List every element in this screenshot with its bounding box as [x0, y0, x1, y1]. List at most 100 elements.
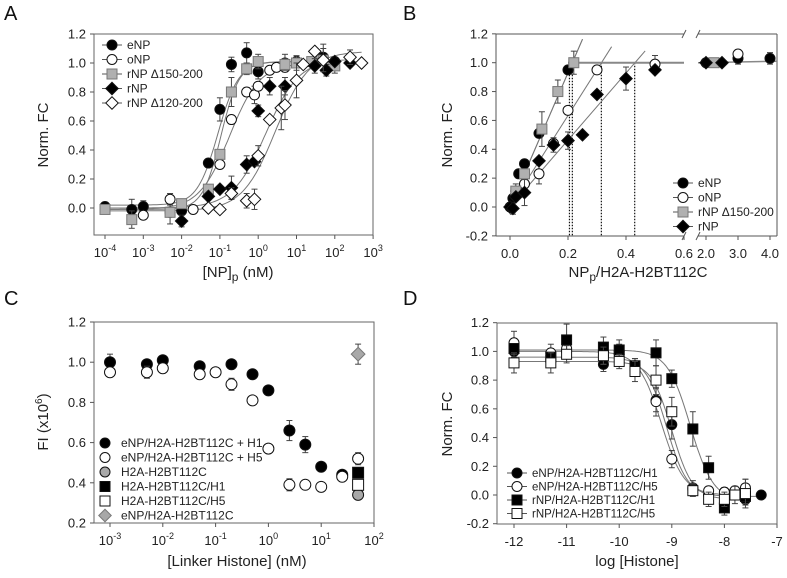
panel-a-data-point [327, 54, 342, 69]
panel-c-plot-frame [93, 321, 375, 524]
panel-a-data-point [289, 73, 304, 88]
panel-a-data-point [174, 214, 189, 229]
panel-a-data-point [224, 186, 239, 201]
panel-a-data-point [316, 53, 331, 68]
panel-a-data-point [214, 148, 226, 160]
panel-c-legend-item-enp-h2a-h2bt112c: eNP/H2A-H2BT112C [98, 509, 234, 523]
panel-b-data-point [764, 52, 776, 64]
panel-d-legend-label: eNP/H2A-H2BT112C/H1 [532, 468, 658, 480]
panel-b-data-point [552, 86, 564, 98]
legend-marker-square-icon [106, 68, 118, 80]
panel-a-series-rnp-120-200 [201, 44, 369, 217]
panel-d-y-tick-label: 0.0 [471, 488, 489, 503]
panel-c-data-point [352, 452, 365, 465]
panel-d-data-point [508, 343, 520, 355]
panel-d-x-tick-label: -8 [719, 534, 731, 549]
panel-b-data-point [699, 55, 713, 70]
panel-d-legend-label: rNP/H2A-H2BT112C/H1 [532, 495, 655, 507]
panel-c-data-point [104, 356, 116, 369]
panel-c-x-tick-label: 10-3 [99, 531, 121, 548]
panel-a-data-point [251, 103, 266, 118]
panel-d-legend-item-rnp-h2a-h2bt112c-h5: rNP/H2A-H2BT112C/H5 [507, 508, 655, 521]
panel-b-legend-label: rNP [698, 220, 719, 234]
panel-c-series-h2a-h2bt112c-h1 [352, 466, 365, 479]
panel-c-legend-label: H2A-H2BT112C/H1 [121, 480, 226, 494]
legend-marker-circle-icon [106, 39, 118, 51]
panel-b-data-point [619, 71, 633, 86]
panel-d-data-point [729, 489, 741, 501]
panel-d-chart: -0.2 0.0 0.2 0.4 0.6 0.8 1.0 1.2 -12 -11 -10 -9 -8 -7… [467, 315, 783, 549]
panel-a-legend-label: rNP Δ150-200 [127, 67, 203, 81]
panel-a-data-point [354, 56, 369, 70]
panel-b-chart: -0.2 0.0 0.2 0.4 0.6 0.8 1.0 1.2 0.0 0.2 0.4 0.6 2.0… [466, 26, 779, 261]
panel-c-chart: 0.2 0.4 0.6 0.8 1.0 1.2 10-3 10-2 10-1 100 101 102 e… [68, 315, 384, 549]
panel-b-data-point [590, 87, 604, 102]
panel-a-data-point [343, 50, 357, 65]
panel-a-data-point [201, 201, 216, 215]
panel-c-data-point [262, 384, 275, 397]
panel-d-x-tick-label: -12 [505, 534, 524, 549]
legend-marker-square-icon [511, 508, 523, 519]
panel-letter-c: C [4, 288, 18, 310]
panel-c-data-point [246, 394, 259, 407]
panel-d-data-point [561, 348, 573, 360]
panel-a-chart: 0.0 0.2 0.4 0.6 0.8 1.0 1.2 10-4 10-3 10-2 10-1 100… [68, 27, 383, 261]
panel-c-data-point [209, 366, 222, 379]
legend-marker-circle-icon [511, 481, 523, 492]
panel-d-y-tick-label: 0.4 [471, 430, 489, 445]
panel-c-data-point [156, 362, 169, 375]
panel-a-data-point [307, 58, 322, 73]
panel-c-data-point [315, 480, 328, 493]
panel-c-y-tick-label: 0.4 [68, 475, 86, 490]
panel-a-data-point [187, 203, 199, 215]
panel-a-data-point [279, 58, 291, 70]
panel-b-legend-item-onp: oNP [673, 191, 721, 205]
panel-d-y-tick-label: 0.2 [471, 459, 489, 474]
panel-a-data-point [225, 86, 237, 98]
panel-letter-b: B [403, 3, 416, 25]
panel-c-data-point [352, 488, 365, 501]
panel-a-data-point [212, 202, 227, 217]
panel-a-data-point [252, 80, 264, 92]
panel-b-y-tick-label: -0.2 [466, 228, 488, 243]
panel-c-data-point [352, 478, 365, 491]
panel-c-x-tick-label: 100 [259, 531, 278, 548]
panel-d-data-point [561, 334, 573, 346]
panel-d-x-axis-title: log [Histone] [595, 553, 678, 570]
panel-b-y-tick-label: 0.8 [470, 84, 488, 99]
legend-marker-circle-icon [106, 54, 118, 65]
panel-c-legend-item-h2a-h2bt112c-h5: H2A-H2BT112C/H5 [99, 494, 226, 508]
panel-b-y-tick-label: 0.0 [470, 200, 488, 215]
panel-b-axis-break-mark [695, 231, 701, 241]
panel-c-series-enp-h2a-h2bt112c [350, 343, 366, 365]
panel-d-data-point [703, 462, 715, 474]
panel-letter-a: A [4, 3, 18, 25]
panel-b-data-point [505, 201, 520, 216]
panel-b-data-point [533, 168, 545, 180]
panel-d-data-point [666, 406, 678, 418]
panel-b-data-point [561, 133, 575, 148]
panel-a-legend-item-onp: oNP [102, 53, 150, 67]
panel-a-data-point [99, 203, 111, 215]
panel-a-x-tick-label: 10-1 [209, 243, 231, 260]
panel-a-y-tick-label: 0.8 [68, 85, 86, 100]
panel-b-legend-label: rNP Δ150-200 [698, 205, 774, 219]
panel-a-y-tick-label: 0.6 [68, 114, 86, 129]
panel-a-legend-item-rnp: rNP [102, 82, 148, 96]
panel-a-data-point [278, 98, 292, 113]
panel-c-series-h2a-h2bt112c [352, 488, 365, 501]
panel-a-x-tick-label: 10-4 [94, 243, 116, 260]
panel-d-y-tick-label: 1.2 [471, 315, 489, 330]
panel-b-x-axis-title: NPp/H2A-H2BT112C [569, 264, 708, 284]
panel-d-data-point [613, 344, 625, 356]
panel-c-x-tick-label: 10-2 [152, 531, 174, 548]
panel-a-data-point [126, 214, 138, 226]
panel-c-legend-item-h2a-h2bt112c: H2A-H2BT112C [99, 465, 207, 479]
panel-c-data-point [352, 466, 365, 479]
panel-b-data-point [732, 48, 744, 60]
panel-b-y-tick-label: 1.0 [470, 55, 488, 70]
panel-b-data-point [562, 104, 574, 116]
panel-c-y-tick-label: 0.8 [68, 395, 86, 410]
legend-marker-circle-icon [99, 466, 111, 478]
panel-c-data-point [104, 366, 116, 379]
